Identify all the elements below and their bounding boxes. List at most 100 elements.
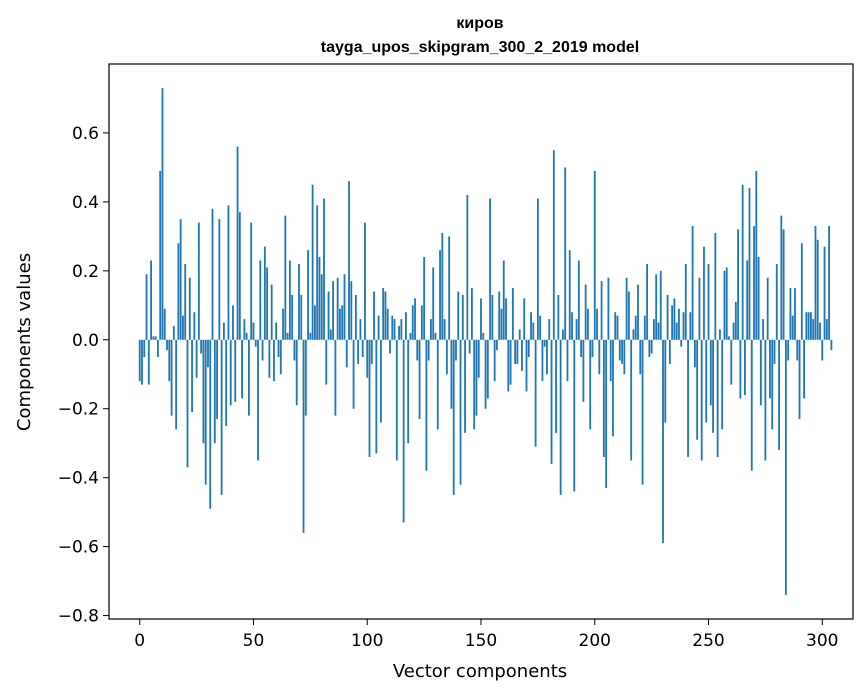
bar-299 — [819, 322, 821, 340]
y-tick-label: 0.2 — [72, 262, 99, 282]
bar-31 — [209, 339, 212, 509]
bar-100 — [366, 339, 369, 378]
bar-44 — [238, 212, 241, 340]
x-tick-label: 50 — [243, 631, 265, 651]
bar-227 — [655, 274, 658, 340]
bar-1 — [141, 339, 143, 385]
bar-18 — [179, 219, 182, 340]
bar-252 — [712, 339, 714, 433]
bar-206 — [607, 277, 610, 340]
bar-114 — [398, 325, 400, 340]
bar-236 — [675, 322, 678, 340]
bar-54 — [261, 339, 264, 361]
bar-200 — [593, 170, 596, 340]
bar-70 — [298, 263, 300, 340]
bar-197 — [587, 308, 589, 340]
bar-3 — [145, 274, 148, 340]
bar-53 — [259, 260, 262, 340]
bar-17 — [177, 243, 180, 340]
bar-132 — [439, 250, 441, 340]
bar-272 — [757, 257, 760, 340]
bar-80 — [320, 274, 323, 340]
bar-178 — [543, 339, 546, 347]
bar-9 — [159, 170, 162, 340]
bar-195 — [582, 339, 585, 402]
bar-298 — [816, 239, 819, 340]
bar-175 — [536, 198, 539, 340]
bar-82 — [325, 339, 328, 385]
bar-218 — [634, 315, 637, 340]
bar-282 — [780, 215, 783, 340]
bar-141 — [459, 339, 462, 485]
bar-180 — [548, 319, 551, 340]
bar-111 — [391, 315, 394, 340]
x-tick-label: 200 — [579, 631, 611, 651]
bar-66 — [288, 260, 291, 340]
bar-254 — [716, 339, 719, 457]
bar-269 — [750, 339, 753, 471]
bar-87 — [336, 277, 339, 340]
bar-13 — [168, 339, 171, 382]
bar-291 — [800, 243, 803, 340]
x-tick-label: 0 — [134, 631, 145, 651]
bar-2 — [143, 339, 146, 358]
bars-group — [138, 88, 833, 595]
bar-119 — [409, 332, 412, 340]
x-tick-label: 250 — [692, 631, 724, 651]
bar-86 — [334, 339, 337, 416]
bar-16 — [175, 339, 178, 430]
bar-261 — [732, 322, 735, 340]
bar-258 — [725, 267, 728, 340]
bar-32 — [211, 208, 214, 340]
bar-85 — [332, 281, 335, 340]
bar-233 — [668, 339, 671, 364]
bar-217 — [632, 329, 635, 340]
bar-208 — [612, 339, 614, 437]
bar-241 — [687, 339, 689, 457]
bar-144 — [466, 194, 469, 340]
bar-10 — [161, 88, 164, 340]
bar-163 — [509, 339, 512, 385]
bar-127 — [427, 339, 430, 361]
bar-201 — [596, 308, 598, 340]
bar-174 — [534, 339, 537, 447]
bar-267 — [746, 260, 749, 340]
x-tick-label: 100 — [351, 631, 383, 651]
bar-48 — [248, 339, 250, 416]
bar-249 — [705, 339, 708, 423]
bar-38 — [225, 339, 228, 426]
bar-105 — [377, 315, 380, 340]
bar-12 — [166, 339, 168, 351]
bar-90 — [343, 274, 346, 340]
bar-123 — [418, 339, 421, 420]
bar-190 — [571, 312, 573, 340]
bar-107 — [382, 288, 385, 340]
bar-255 — [718, 329, 721, 340]
bar-173 — [532, 322, 535, 340]
bar-230 — [662, 339, 664, 544]
bar-45 — [241, 339, 244, 399]
bar-115 — [400, 319, 403, 340]
bar-271 — [755, 170, 758, 340]
bar-104 — [375, 339, 378, 454]
bar-63 — [282, 308, 284, 340]
bar-131 — [436, 339, 439, 430]
y-tick-label: −0.6 — [58, 538, 99, 558]
bar-266 — [744, 339, 746, 395]
bar-194 — [580, 339, 583, 358]
bar-167 — [518, 329, 521, 340]
bar-133 — [441, 232, 444, 340]
bar-237 — [678, 308, 680, 340]
y-tick-label: 0.0 — [72, 331, 99, 351]
bar-166 — [516, 339, 519, 364]
bar-50 — [252, 322, 255, 340]
bar-277 — [769, 339, 771, 399]
bar-89 — [341, 305, 344, 340]
bar-95 — [354, 294, 357, 340]
bar-235 — [673, 298, 676, 340]
bar-67 — [291, 294, 294, 340]
bar-61 — [277, 339, 280, 358]
bar-279 — [773, 339, 776, 364]
bar-124 — [420, 305, 423, 340]
